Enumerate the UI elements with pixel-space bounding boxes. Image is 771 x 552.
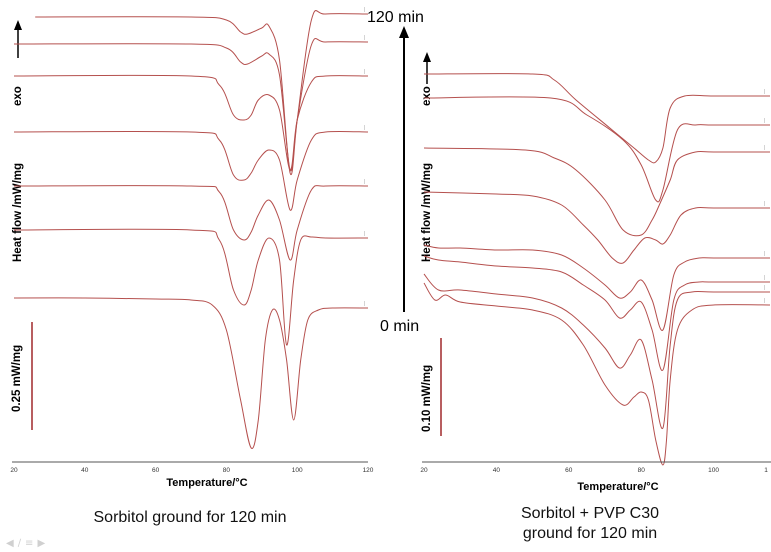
right-curve-end-marker: | <box>764 251 765 257</box>
left-x-tick-label: 100 <box>292 467 303 474</box>
right-x-tick-label: 80 <box>638 467 646 474</box>
right-x-ticks: 20 40 60 80 100 1 <box>420 467 768 474</box>
right-curve-end-marker: | <box>764 118 765 124</box>
slide-nav-icons[interactable]: ◀∕≡▶ <box>6 538 50 549</box>
left-exo-label: exo <box>12 86 24 106</box>
left-dsc-curve-7 <box>13 297 369 449</box>
right-curve-end-marker: | <box>764 89 765 95</box>
right-dsc-curve-5 <box>423 244 770 331</box>
time-arrow-bottom-label: 0 min <box>380 318 419 335</box>
right-curve-end-marker: | <box>764 298 765 304</box>
right-curve-end-marker: | <box>764 285 765 291</box>
time-arrow-top-label: 120 min <box>367 9 424 26</box>
right-xlabel: Temperature/°C <box>577 481 658 493</box>
left-curve-end-marker: | <box>364 179 365 185</box>
right-curve-end-marker: | <box>764 201 765 207</box>
right-x-tick-label: 20 <box>420 467 428 474</box>
right-caption-line2: ground for 120 min <box>522 525 658 542</box>
left-x-tick-label: 80 <box>223 467 231 474</box>
right-ylabel: Heat flow /mW/mg <box>421 163 433 262</box>
right-dsc-panel: 120 min 0 min Heat flow /mW/mg exo 0.10 … <box>367 9 771 493</box>
left-dsc-panel: Heat flow /mW/mg exo 0.25 mW/mg | | | | | || … <box>10 7 373 489</box>
right-dsc-curve-2 <box>423 96 770 203</box>
left-curve-end-marker: | <box>364 35 365 41</box>
left-xlabel: Temperature/°C <box>166 477 247 489</box>
right-dsc-curve-1 <box>423 73 770 164</box>
right-exo-label: exo <box>421 86 433 106</box>
left-dsc-curve-4 <box>13 130 369 211</box>
left-curve-end-marker: | <box>364 231 365 237</box>
left-dsc-curve-3 <box>13 74 369 171</box>
left-curve-end-marker: | <box>364 301 365 307</box>
right-scale-bar-label: 0.10 mW/mg <box>421 365 433 432</box>
left-x-tick-label: 60 <box>152 467 160 474</box>
right-x-tick-label: 100 <box>708 467 719 474</box>
right-caption: Sorbitol + PVP C30 ground for 120 min <box>460 504 720 544</box>
right-x-tick-label: 1 <box>764 467 768 474</box>
time-arrow <box>399 26 409 312</box>
right-dsc-curve-7 <box>423 273 770 429</box>
left-dsc-curve-1 <box>35 10 369 176</box>
left-x-ticks: 20 40 60 80 100 120 <box>10 467 373 474</box>
right-curve-end-marker: | <box>764 275 765 281</box>
left-x-tick-label: 40 <box>81 467 89 474</box>
left-dsc-curve-6 <box>13 228 369 346</box>
left-exo-arrow <box>14 20 22 58</box>
right-dsc-curve-6 <box>423 255 770 371</box>
left-curve-end-marker: | <box>364 7 365 13</box>
right-caption-line1: Sorbitol + PVP C30 <box>520 505 659 522</box>
left-ylabel: Heat flow /mW/mg <box>12 163 24 262</box>
right-dsc-curve-3 <box>423 147 770 237</box>
left-dsc-curve-5 <box>13 185 369 261</box>
left-caption: Sorbitol ground for 120 min <box>93 509 287 526</box>
left-x-tick-label: 20 <box>10 467 18 474</box>
right-exo-arrow <box>423 52 431 84</box>
right-x-tick-label: 40 <box>493 467 501 474</box>
left-curve-end-marker: | <box>364 125 365 131</box>
right-dsc-curve-8 <box>423 282 771 466</box>
right-curve-end-marker: | <box>764 145 765 151</box>
left-curves: | | | | | | | <box>13 7 369 449</box>
right-dsc-curve-4 <box>423 191 770 264</box>
left-dsc-curve-2 <box>13 37 369 172</box>
left-scale-bar-label: 0.25 mW/mg <box>11 345 23 412</box>
right-x-tick-label: 60 <box>565 467 573 474</box>
right-curves: | | | | | | | | <box>423 73 771 466</box>
left-x-tick-label: 120 <box>363 467 374 474</box>
left-curve-end-marker: | <box>364 69 365 75</box>
